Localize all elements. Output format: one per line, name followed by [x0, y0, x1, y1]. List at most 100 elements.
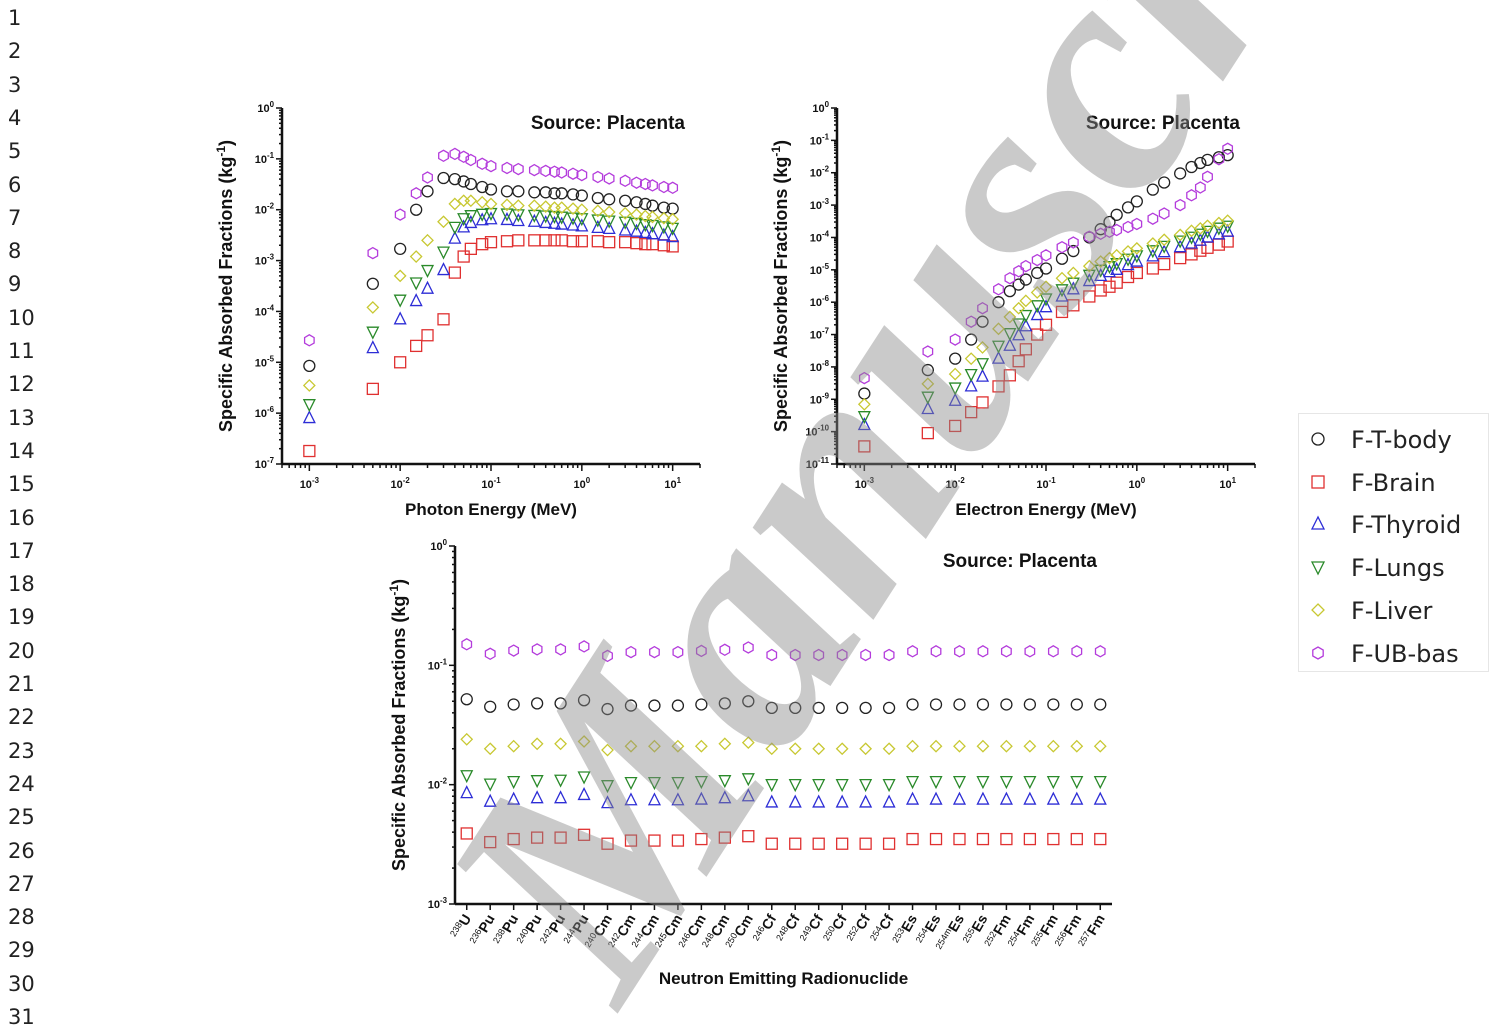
- data-point: [718, 737, 732, 751]
- data-point: [592, 170, 604, 184]
- data-point: [1094, 267, 1108, 282]
- data-point: [527, 199, 541, 213]
- data-point: [603, 172, 615, 185]
- data-point: [366, 340, 380, 354]
- x-axis-label: Photon Energy (MeV): [405, 500, 577, 519]
- x-tick-label: 253Es: [890, 911, 920, 947]
- data-point: [964, 378, 978, 392]
- data-point: [1193, 228, 1207, 242]
- chart-title: Source: Placenta: [531, 113, 686, 134]
- data-point: [1093, 791, 1107, 805]
- data-point: [992, 322, 1005, 336]
- legend-label: F-T-body: [1351, 426, 1452, 454]
- data-point: [1104, 225, 1115, 239]
- data-point: [409, 250, 423, 263]
- data-point: [303, 359, 316, 373]
- line-number: 7: [8, 205, 22, 230]
- data-point: [484, 835, 497, 849]
- line-number: 27: [8, 871, 35, 896]
- data-point: [1130, 253, 1144, 267]
- x-tick-label: 100: [1129, 476, 1146, 491]
- data-point: [624, 776, 638, 791]
- data-point: [1121, 270, 1135, 284]
- data-point: [658, 180, 670, 194]
- data-point: [1212, 226, 1226, 240]
- data-point: [953, 739, 966, 753]
- data-point: [1146, 245, 1160, 259]
- line-number: 8: [8, 239, 22, 264]
- data-point: [630, 237, 643, 250]
- line-number: 22: [8, 705, 35, 730]
- y-tick-label: 10-6: [810, 294, 830, 309]
- data-point: [766, 648, 778, 662]
- data-point: [511, 213, 525, 227]
- y-tick-label: 100: [812, 100, 829, 115]
- data-point: [554, 831, 567, 844]
- data-point: [1221, 214, 1235, 228]
- data-point: [460, 785, 474, 799]
- data-point: [1221, 223, 1235, 237]
- data-point: [577, 735, 591, 748]
- data-point: [624, 834, 638, 847]
- data-point: [366, 326, 380, 340]
- data-point: [765, 779, 779, 793]
- data-point: [882, 779, 896, 793]
- data-point: [527, 213, 541, 227]
- data-point: [953, 698, 966, 711]
- data-point: [436, 262, 451, 276]
- line-number: 4: [8, 105, 22, 130]
- data-point: [789, 837, 802, 850]
- x-tick-label: 10-2: [946, 476, 966, 491]
- legend-marker-diamond: [1311, 602, 1325, 617]
- data-point: [393, 269, 407, 283]
- data-point: [484, 183, 498, 196]
- data-points: [857, 142, 1235, 453]
- data-point: [1103, 215, 1116, 229]
- data-point: [1212, 151, 1226, 164]
- data-point: [512, 162, 524, 176]
- data-point: [860, 648, 872, 662]
- data-point: [1095, 227, 1107, 241]
- data-point: [485, 159, 497, 173]
- line-number: 19: [8, 605, 35, 630]
- data-point: [601, 743, 614, 757]
- data-point: [500, 211, 514, 226]
- legend-item: F-T-body: [1299, 420, 1488, 460]
- x-tick-label: 238Pu: [491, 912, 521, 949]
- data-point: [657, 221, 671, 235]
- data-point: [465, 153, 477, 167]
- line-number: 31: [8, 1005, 35, 1029]
- y-tick-label: 10-3: [810, 197, 830, 212]
- data-point: [999, 776, 1013, 790]
- data-point: [1110, 208, 1123, 221]
- data-point: [508, 644, 520, 657]
- data-point: [1019, 309, 1033, 324]
- data-point: [555, 201, 569, 215]
- line-number: 5: [8, 139, 22, 164]
- data-point: [420, 264, 435, 279]
- data-point: [812, 701, 825, 715]
- line-number: 14: [8, 438, 35, 463]
- data-point: [1046, 791, 1060, 805]
- data-point: [695, 832, 708, 846]
- data-point: [882, 742, 896, 756]
- data-point: [393, 311, 407, 325]
- data-point: [694, 776, 708, 790]
- data-point: [507, 739, 521, 753]
- data-point: [366, 277, 379, 290]
- data-point: [539, 234, 552, 247]
- data-point: [475, 195, 489, 209]
- data-point: [648, 739, 661, 753]
- data-point: [964, 368, 978, 383]
- line-number: 17: [8, 538, 35, 563]
- data-point: [952, 791, 967, 805]
- data-point: [464, 242, 477, 256]
- data-point: [420, 280, 435, 294]
- data-point: [965, 315, 977, 328]
- data-point: [367, 246, 379, 260]
- data-point: [554, 737, 568, 751]
- line-number: 25: [8, 805, 35, 830]
- data-point: [619, 236, 632, 249]
- data-point: [1012, 355, 1025, 368]
- data-point: [1030, 286, 1044, 299]
